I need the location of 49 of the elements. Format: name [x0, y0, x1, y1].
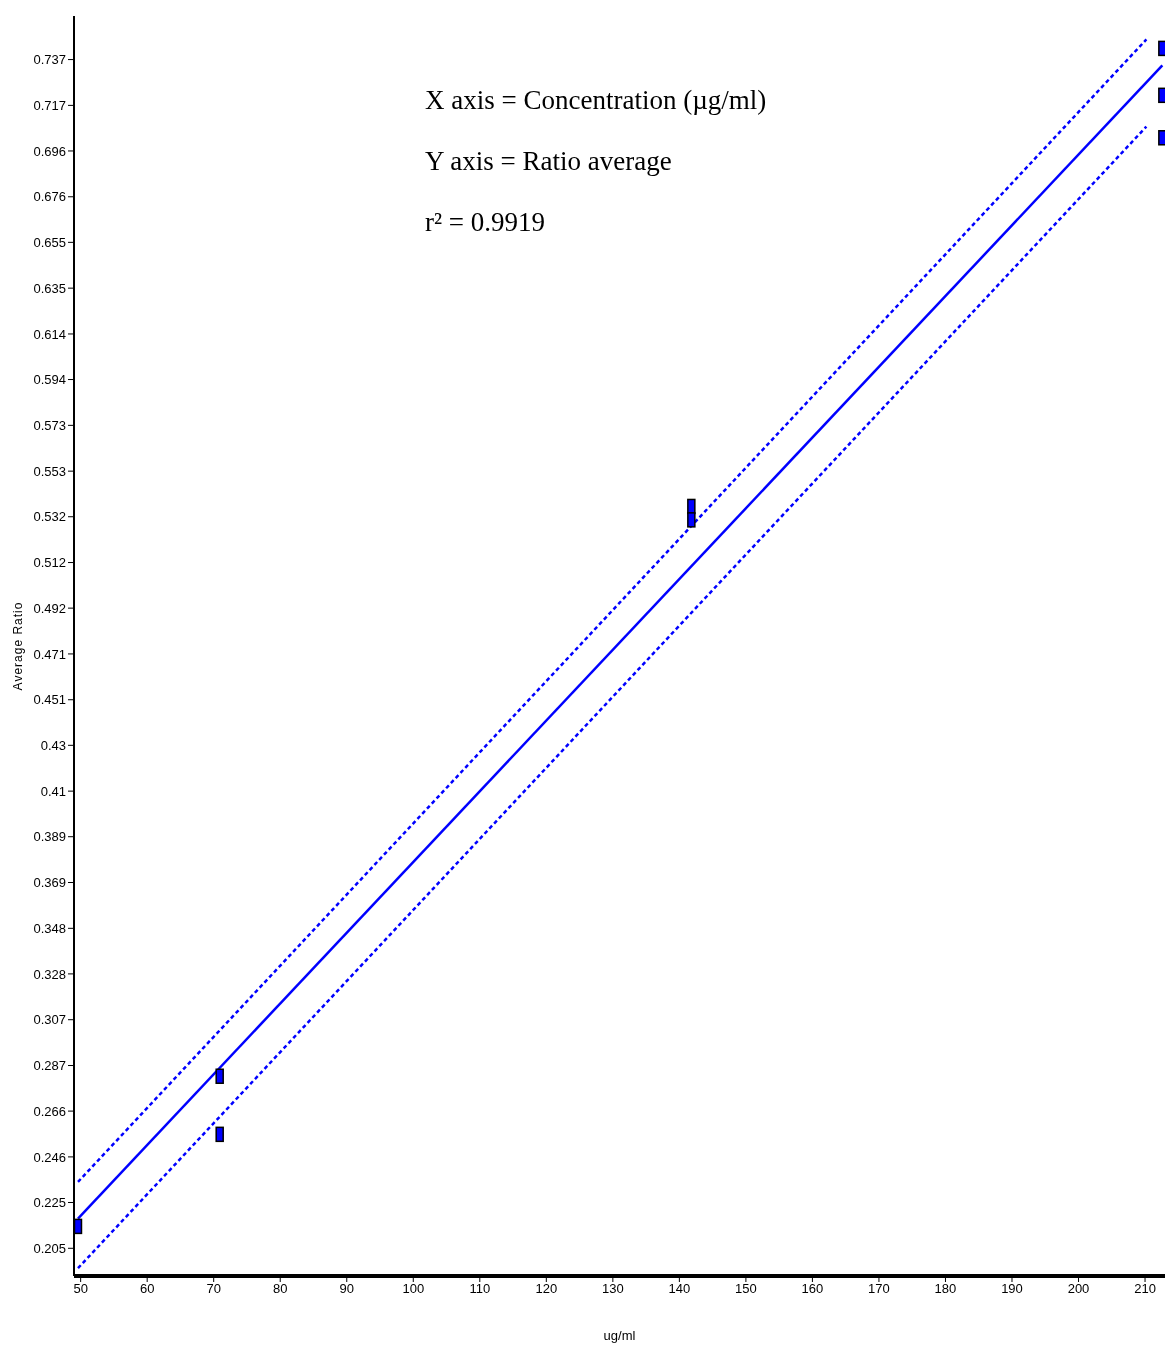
x-tick-label: 150	[735, 1281, 757, 1297]
annotation: X axis = Concentration (µg/ml)	[425, 84, 767, 117]
x-tick-label: 50	[73, 1281, 88, 1297]
y-tick-label: 0.205	[33, 1240, 66, 1256]
x-tick-label: 210	[1134, 1281, 1156, 1297]
y-tick-label: 0.41	[40, 783, 66, 799]
annotation: r² = 0.9919	[425, 206, 547, 239]
x-tick-label: 110	[469, 1281, 491, 1297]
y-tick-label: 0.43	[40, 737, 66, 753]
x-tick-label: 200	[1067, 1281, 1090, 1297]
x-tick-label: 120	[535, 1281, 558, 1297]
y-tick-label: 0.737	[33, 52, 66, 68]
y-tick-label: 0.717	[33, 97, 66, 113]
y-tick-label: 0.635	[33, 280, 66, 296]
x-tick-label: 180	[934, 1281, 957, 1297]
y-tick-label: 0.553	[33, 463, 66, 479]
y-tick-label: 0.307	[33, 1012, 66, 1028]
y-tick-label: 0.328	[33, 966, 66, 982]
y-tick-label: 0.676	[33, 189, 66, 205]
x-tick-label: 160	[801, 1281, 824, 1297]
x-tick-label: 170	[868, 1281, 890, 1297]
y-tick-label: 0.287	[33, 1058, 66, 1074]
y-tick-label: 0.573	[33, 417, 66, 433]
y-axis-title: Average Ratio	[11, 601, 26, 691]
x-tick-label: 60	[139, 1281, 155, 1297]
y-tick-label: 0.532	[33, 509, 66, 525]
x-tick-label: 70	[206, 1281, 221, 1297]
y-tick-label: 0.451	[33, 692, 66, 708]
annotation: Y axis = Ratio average	[425, 145, 673, 178]
y-tick-label: 0.614	[33, 326, 66, 342]
y-tick-label: 0.348	[33, 920, 66, 936]
x-tick-label: 130	[602, 1281, 624, 1297]
y-tick-label: 0.696	[33, 143, 66, 159]
y-tick-label: 0.246	[33, 1149, 66, 1165]
y-tick-label: 0.594	[33, 372, 66, 388]
x-tick-label: 100	[402, 1281, 425, 1297]
y-tick-label: 0.471	[33, 646, 66, 662]
y-tick-label: 0.266	[33, 1103, 66, 1119]
y-tick-label: 0.389	[33, 829, 66, 845]
x-tick-label: 190	[1001, 1281, 1023, 1297]
y-tick-label: 0.655	[33, 234, 66, 250]
y-tick-label: 0.225	[33, 1195, 66, 1211]
x-axis-title: ug/ml	[603, 1328, 636, 1343]
x-tick-label: 90	[339, 1281, 354, 1297]
y-tick-label: 0.512	[33, 555, 66, 571]
x-tick-label: 80	[272, 1281, 288, 1297]
y-tick-label: 0.369	[33, 875, 66, 891]
y-tick-label: 0.492	[33, 600, 66, 616]
x-tick-label: 140	[668, 1281, 691, 1297]
